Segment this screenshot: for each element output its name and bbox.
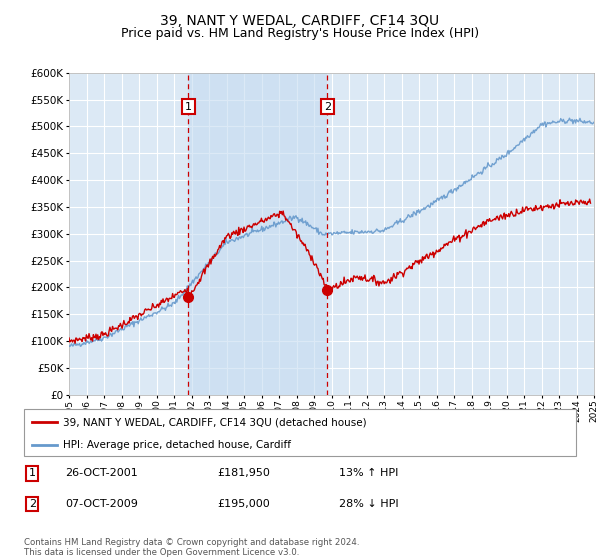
Text: HPI: Average price, detached house, Cardiff: HPI: Average price, detached house, Card… bbox=[62, 440, 290, 450]
Text: 26-OCT-2001: 26-OCT-2001 bbox=[65, 468, 138, 478]
Text: 07-OCT-2009: 07-OCT-2009 bbox=[65, 499, 138, 509]
Text: £181,950: £181,950 bbox=[217, 468, 270, 478]
Text: Price paid vs. HM Land Registry's House Price Index (HPI): Price paid vs. HM Land Registry's House … bbox=[121, 27, 479, 40]
FancyBboxPatch shape bbox=[24, 409, 576, 456]
Text: 1: 1 bbox=[185, 101, 192, 111]
Text: 2: 2 bbox=[29, 499, 36, 509]
Text: 39, NANT Y WEDAL, CARDIFF, CF14 3QU (detached house): 39, NANT Y WEDAL, CARDIFF, CF14 3QU (det… bbox=[62, 417, 366, 427]
Text: 28% ↓ HPI: 28% ↓ HPI bbox=[338, 499, 398, 509]
Text: 39, NANT Y WEDAL, CARDIFF, CF14 3QU: 39, NANT Y WEDAL, CARDIFF, CF14 3QU bbox=[160, 14, 440, 28]
Text: 1: 1 bbox=[29, 468, 36, 478]
Text: Contains HM Land Registry data © Crown copyright and database right 2024.
This d: Contains HM Land Registry data © Crown c… bbox=[24, 538, 359, 557]
Text: £195,000: £195,000 bbox=[217, 499, 270, 509]
Text: 2: 2 bbox=[324, 101, 331, 111]
Bar bbox=[188, 73, 328, 395]
Text: 13% ↑ HPI: 13% ↑ HPI bbox=[338, 468, 398, 478]
